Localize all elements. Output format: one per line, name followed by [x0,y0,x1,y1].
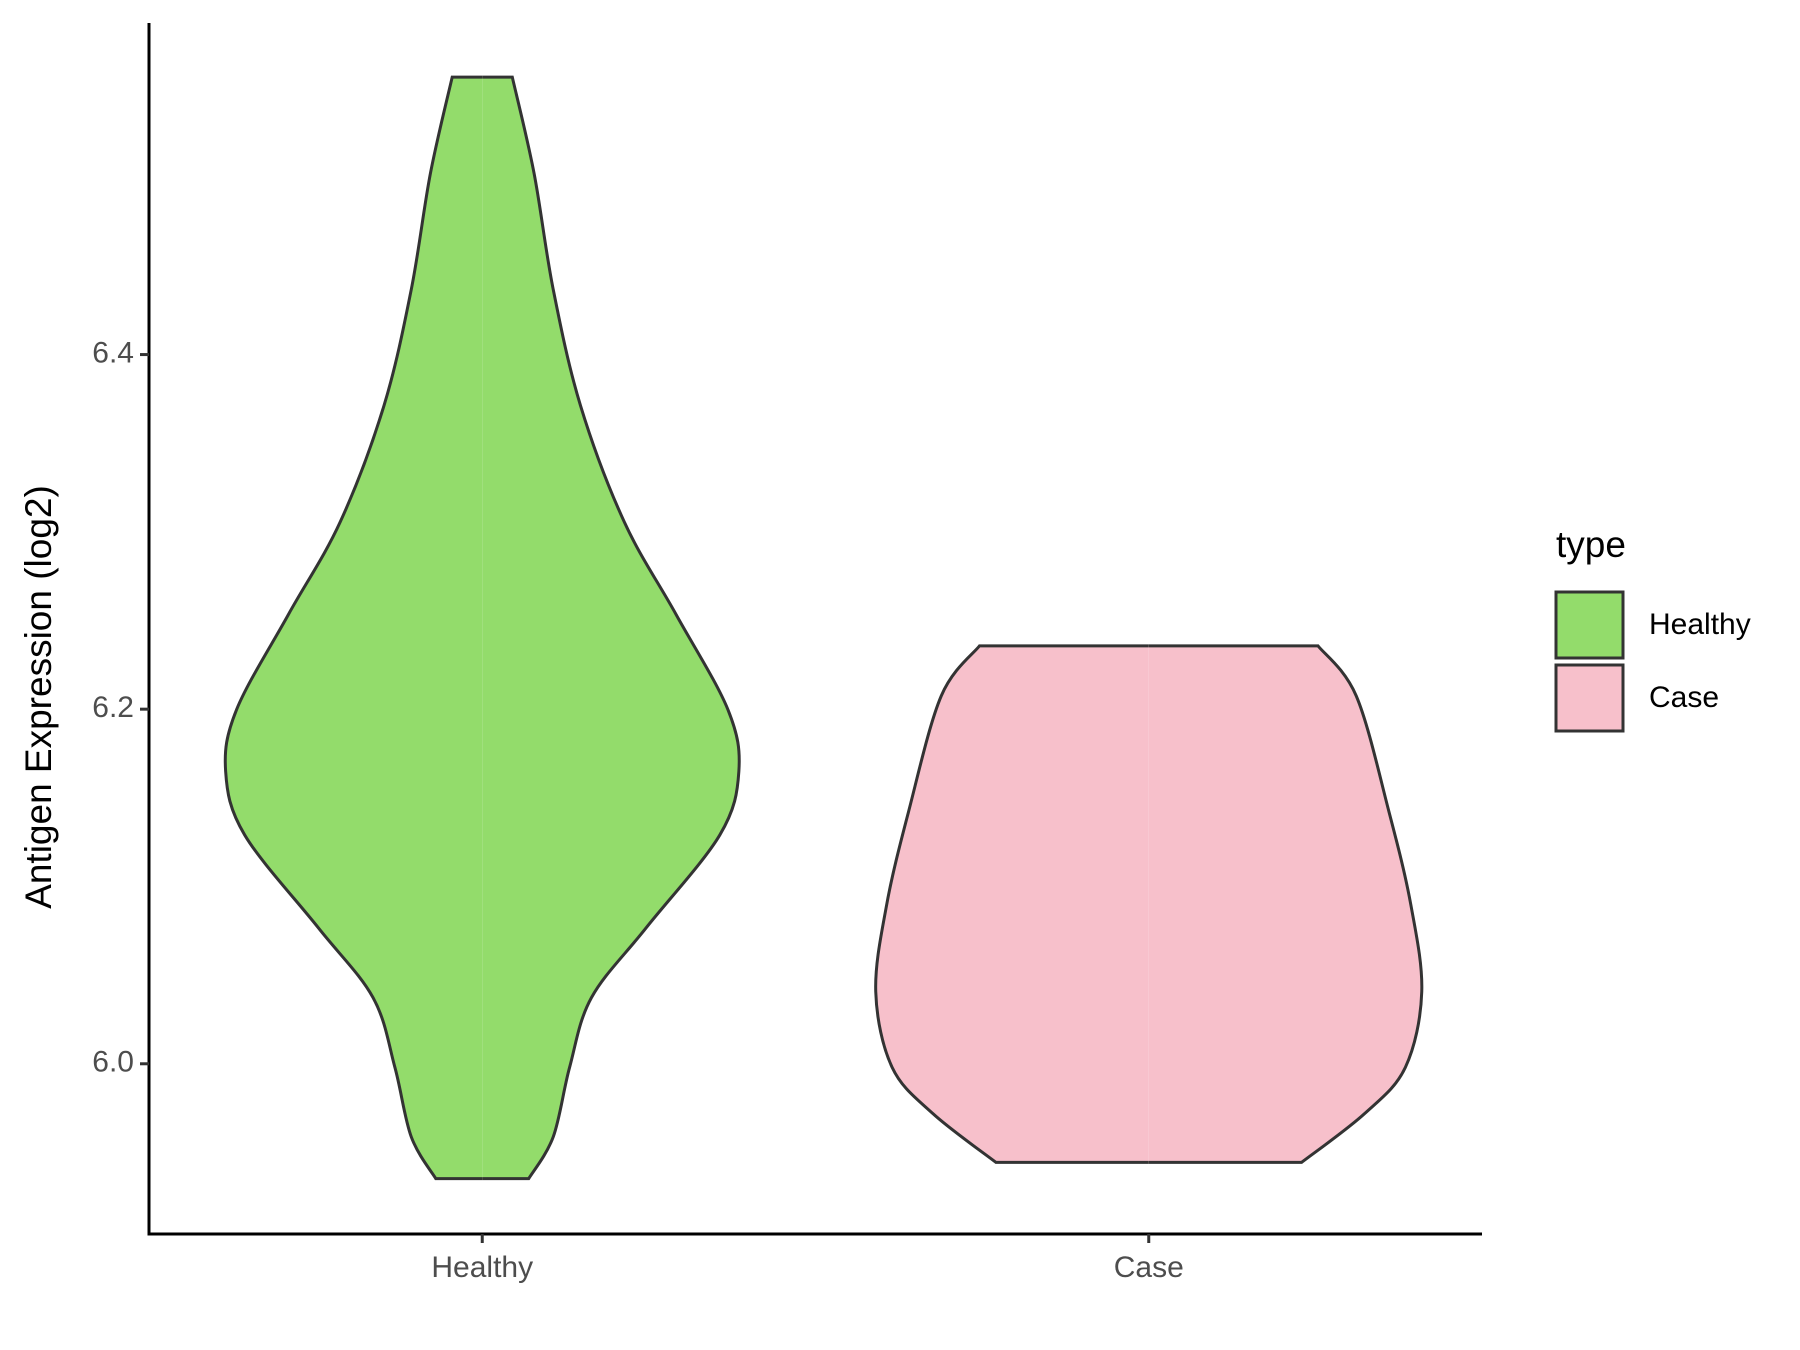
legend-key [1554,663,1625,733]
legend-key [1554,590,1625,660]
y-axis-title: Antigen Expression (log2) [18,485,59,909]
legend-label: Healthy [1649,608,1751,641]
y-tick-label: 6.2 [92,691,134,724]
y-tick-label: 6.4 [92,336,134,369]
x-tick-label: Healthy [431,1251,533,1284]
legend-label: Case [1649,681,1719,714]
violin-half [874,644,1149,1164]
legend-title: type [1556,524,1626,565]
x-tick-label: Case [1114,1251,1184,1284]
violin-half [1148,644,1424,1164]
violin-half [482,75,741,1181]
violin-half [223,75,483,1181]
y-tick-label: 6.0 [92,1046,134,1079]
